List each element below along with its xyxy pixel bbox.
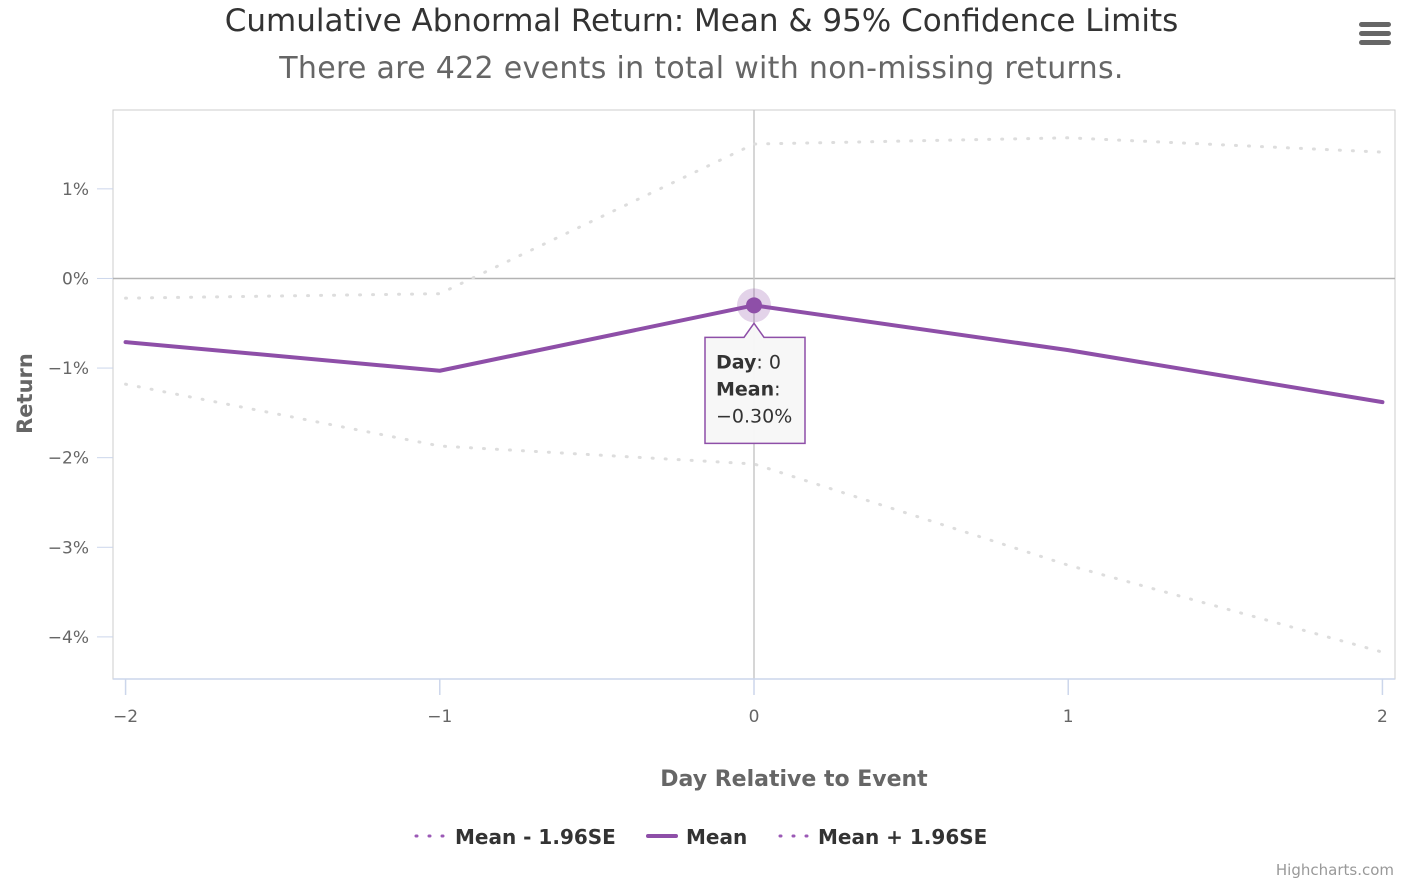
y-tick-label: −1% xyxy=(48,359,89,379)
tooltip-x-value: : 0 xyxy=(756,351,781,373)
hamburger-menu-icon-bar xyxy=(1359,31,1391,36)
y-tick-label: −2% xyxy=(48,449,89,469)
y-tick-label: 1% xyxy=(62,180,89,200)
chart-subtitle: There are 422 events in total with non-m… xyxy=(279,51,1124,86)
legend-label-0: Mean - 1.96SE xyxy=(455,825,616,849)
legend-item-0[interactable]: Mean - 1.96SE xyxy=(414,825,616,849)
hover-marker-group xyxy=(737,288,771,323)
y-tick-label: −4% xyxy=(48,628,89,648)
chart-menu-button[interactable] xyxy=(1352,14,1392,50)
tooltip-x-label: Day xyxy=(716,351,757,373)
y-tick-label: 0% xyxy=(62,269,89,289)
legend-item-1[interactable]: Mean xyxy=(646,825,747,849)
x-tick-label: −1 xyxy=(427,707,452,727)
hamburger-menu-icon-bar xyxy=(1359,40,1391,45)
tooltip-y-colon: : xyxy=(774,378,780,400)
y-tick-label: −3% xyxy=(48,538,89,558)
tooltip-box xyxy=(704,322,806,445)
x-tick-label: 1 xyxy=(1063,707,1074,727)
hover-point xyxy=(746,297,762,314)
series-line-2 xyxy=(124,136,1384,300)
tooltip-x-line: Day: 0 xyxy=(716,351,781,373)
legend-label-2: Mean + 1.96SE xyxy=(818,825,987,849)
x-axis-title: Day Relative to Event xyxy=(660,767,928,792)
x-tick-label: 2 xyxy=(1377,707,1388,727)
tooltip-y-label: Mean xyxy=(716,378,774,400)
x-tick-label: −2 xyxy=(113,707,138,727)
chart-title: Cumulative Abnormal Return: Mean & 95% C… xyxy=(224,3,1179,39)
tooltip: Day: 0 Mean: −0.30% xyxy=(704,322,806,445)
legend-label-1: Mean xyxy=(686,825,747,849)
hamburger-menu-icon xyxy=(1359,22,1391,27)
x-tick-label: 0 xyxy=(749,707,760,727)
legend-item-2[interactable]: Mean + 1.96SE xyxy=(778,825,987,849)
tooltip-y-line: Mean: xyxy=(716,378,781,400)
credits-link[interactable]: Highcharts.com xyxy=(1275,861,1394,879)
tooltip-y-value: −0.30% xyxy=(716,405,792,427)
y-axis-title: Return xyxy=(13,353,37,434)
legend: Mean - 1.96SE Mean Mean + 1.96SE xyxy=(414,825,987,849)
axes: 1% 0% −1% −2% −3% −4% Return −2 −1 0 1 2 Day Relativ… xyxy=(13,110,1395,792)
